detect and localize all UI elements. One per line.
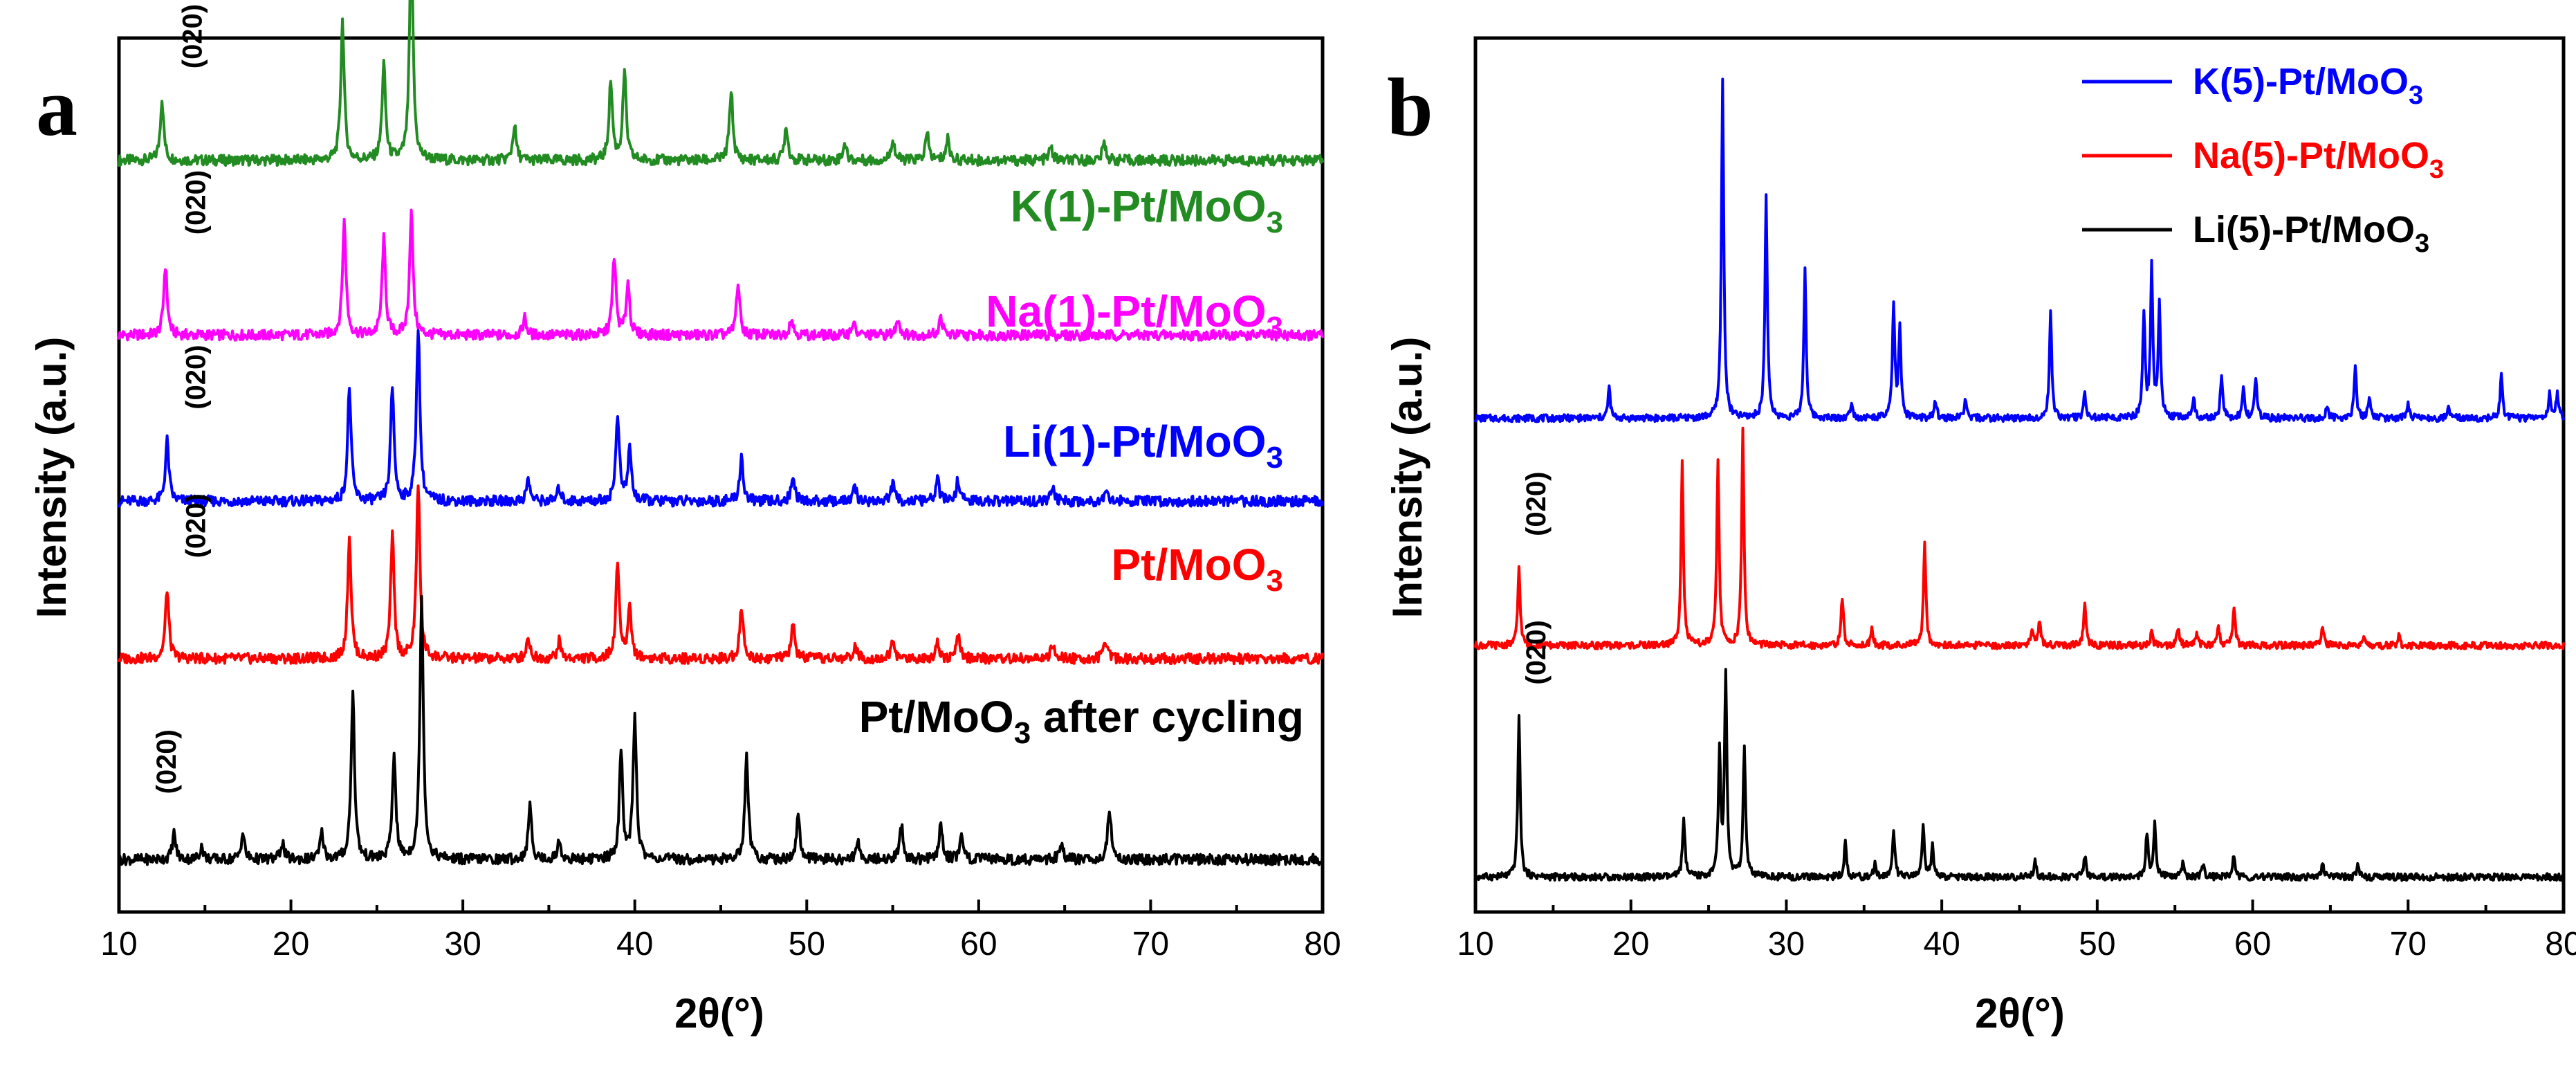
x-tick-label: 20 [273,926,309,963]
x-tick-label: 80 [1304,926,1341,963]
panel-b-label: b [1387,61,1433,153]
x-tick-label: 20 [1612,926,1649,963]
series-line-2 [118,329,1324,508]
peak-annotation-020: (020) [1521,472,1552,536]
x-tick-label: 60 [960,926,997,963]
series-label-1: Na(1)-Pt/MoO3 [986,286,1283,345]
peak-annotation-020: (020) [181,345,211,409]
peak-annotation-020: (020) [181,170,211,235]
peak-annotation-020: (020) [1521,620,1552,684]
x-tick-label: 40 [616,926,653,963]
panel-b-series: (020) (020) [1474,77,2565,882]
legend-label-1: Na(5)-Pt/MoO3 [2193,135,2444,184]
series-line-4 [118,594,1324,866]
panel-a-label: a [36,61,77,153]
series-line-2 [1474,668,2565,882]
series-line-3 [118,484,1324,666]
panel-a-x-ticks: 10 20 30 40 50 60 70 80 [100,900,1341,963]
panel-b-legend: K(5)-Pt/MoO3 Na(5)-Pt/MoO3 Li(5)-Pt/MoO3 [2082,61,2444,258]
panel-a-plot-frame [117,36,1325,914]
peak-annotation-020: (020) [151,729,182,794]
x-tick-label: 50 [2079,926,2115,963]
x-tick-label: 30 [444,926,481,963]
panel-b: b 2θ(°) Intensity (a.u.) 10 20 30 40 50 60 70 8… [1384,36,2576,1037]
x-tick-label: 30 [1768,926,1805,963]
x-tick-label: 70 [1132,926,1169,963]
panel-a-y-axis-title: Intensity (a.u.) [28,337,75,619]
series-line-1 [118,208,1324,342]
panel-a: a 2θ(°) Intensity (a.u.) 10 20 30 40 50 60 70 8… [28,0,1341,1037]
panel-a-series-labels: K(1)-Pt/MoO3 Na(1)-Pt/MoO3 Li(1)-Pt/MoO3 Pt… [859,181,1304,750]
legend-label-2: Li(5)-Pt/MoO3 [2193,209,2429,258]
panel-b-x-ticks: 10 20 30 40 50 60 70 80 [1457,900,2576,963]
x-tick-label: 10 [100,926,137,963]
series-label-3: Pt/MoO3 [1112,540,1283,598]
series-line-0 [1474,77,2565,423]
x-tick-label: 50 [789,926,825,963]
legend-label-0: K(5)-Pt/MoO3 [2193,61,2423,110]
x-tick-label: 70 [2390,926,2427,963]
peak-annotation-020: (020) [181,493,211,558]
x-tick-label: 10 [1457,926,1493,963]
peak-annotation-020: (020) [177,4,208,69]
series-line-0 [118,0,1324,167]
x-tick-label: 60 [2234,926,2271,963]
series-label-4: Pt/MoO3 after cycling [859,692,1304,750]
series-line-1 [1474,426,2565,650]
panel-b-y-axis-title: Intensity (a.u.) [1384,337,1430,619]
panel-a-x-axis-title: 2θ(°) [674,990,764,1037]
series-label-0: K(1)-Pt/MoO3 [1011,181,1283,239]
panel-a-series: (020) (020) (020) (020) (020) [118,0,1324,866]
panel-b-x-axis-title: 2θ(°) [1975,990,2065,1037]
series-label-2: Li(1)-Pt/MoO3 [1003,417,1283,475]
x-tick-label: 40 [1923,926,1960,963]
x-tick-label: 80 [2545,926,2576,963]
